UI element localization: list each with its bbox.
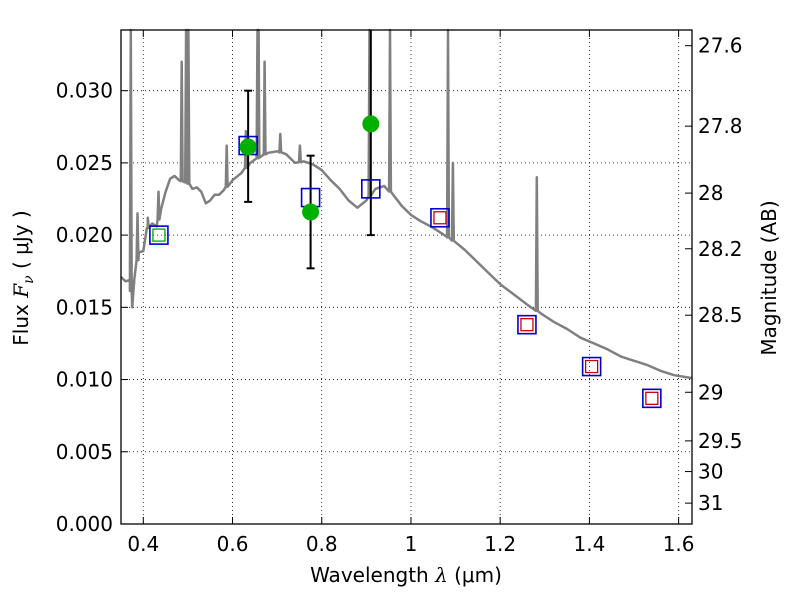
magnitude-axis-label: Magnitude (AB) — [757, 200, 781, 355]
mag-tick-label: 27.6 — [698, 34, 743, 58]
model-flux-point — [642, 388, 662, 409]
mag-tick-label: 31 — [698, 491, 723, 515]
observed-flux-point — [362, 115, 380, 133]
observed-flux-point — [302, 203, 320, 221]
model-flux-point — [581, 356, 602, 377]
y-tick-label: 0.005 — [56, 440, 113, 464]
x-tick-label: 1.2 — [484, 532, 516, 556]
mag-tick-label: 29 — [698, 380, 723, 404]
filter-point — [584, 359, 599, 374]
y-tick-label: 0.015 — [56, 295, 113, 319]
photometry-markers — [149, 115, 662, 409]
model-flux-point — [361, 179, 381, 199]
model-spectrum-line — [120, 28, 693, 380]
y-tick-label: 0.030 — [56, 79, 113, 103]
model-spectrum — [120, 28, 693, 380]
filter-point — [152, 228, 166, 242]
mag-tick-label: 29.5 — [698, 429, 743, 453]
y-axis-label: Flux Fν ( μJy ) — [9, 210, 37, 345]
mag-tick-label: 28 — [698, 181, 723, 205]
x-tick-label: 0.4 — [127, 532, 159, 556]
x-tick-label: 0.6 — [217, 532, 249, 556]
model-flux-point — [517, 314, 537, 335]
mag-tick-label: 28.5 — [698, 303, 743, 327]
grid — [121, 30, 692, 525]
mag-tick-label: 30 — [698, 460, 723, 484]
model-flux-point — [430, 207, 450, 228]
x-tick-label: 1 — [405, 532, 418, 556]
mag-tick-label: 27.8 — [698, 114, 743, 138]
filter-point — [645, 391, 659, 405]
observed-flux-point — [239, 138, 257, 156]
x-tick-label: 0.8 — [306, 532, 338, 556]
model-flux-point — [149, 225, 169, 245]
axis-ticks: 0.4 0.6 0.8 1 1.2 1.4 1.6 0.000 0.005 0.010 0.015 0… — [56, 30, 743, 556]
x-tick-label: 1.6 — [663, 532, 695, 556]
plot-frame — [120, 29, 693, 525]
filter-point — [520, 318, 534, 332]
y-tick-label: 0.025 — [56, 151, 113, 175]
y-tick-label: 0.020 — [56, 223, 113, 247]
x-axis-label: Wavelength λ (μm) — [310, 563, 502, 587]
y-tick-label: 0.000 — [56, 512, 113, 536]
x-tick-label: 1.4 — [573, 532, 605, 556]
filter-point — [433, 211, 447, 225]
mag-tick-label: 28.2 — [698, 237, 743, 261]
y-tick-label: 0.010 — [56, 368, 113, 392]
